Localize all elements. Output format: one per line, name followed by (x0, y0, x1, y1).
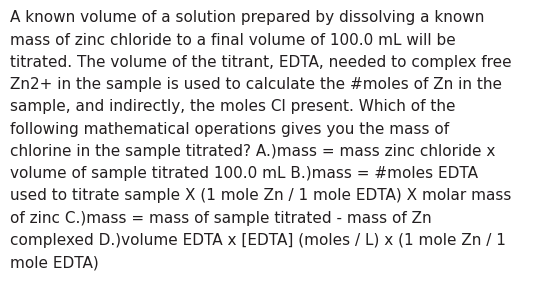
Text: titrated. The volume of the titrant, EDTA, needed to complex free: titrated. The volume of the titrant, EDT… (10, 55, 512, 70)
Text: mole EDTA): mole EDTA) (10, 255, 99, 270)
Text: volume of sample titrated 100.0 mL B.)mass = #moles EDTA: volume of sample titrated 100.0 mL B.)ma… (10, 166, 478, 181)
Text: Zn2+ in the sample is used to calculate the #moles of Zn in the: Zn2+ in the sample is used to calculate … (10, 77, 502, 92)
Text: complexed D.)volume EDTA x [EDTA] (moles / L) x (1 mole Zn / 1: complexed D.)volume EDTA x [EDTA] (moles… (10, 233, 506, 248)
Text: following mathematical operations gives you the mass of: following mathematical operations gives … (10, 122, 449, 137)
Text: A known volume of a solution prepared by dissolving a known: A known volume of a solution prepared by… (10, 10, 484, 25)
Text: used to titrate sample X (1 mole Zn / 1 mole EDTA) X molar mass: used to titrate sample X (1 mole Zn / 1 … (10, 188, 512, 203)
Text: chlorine in the sample titrated? A.)mass = mass zinc chloride x: chlorine in the sample titrated? A.)mass… (10, 144, 496, 159)
Text: sample, and indirectly, the moles Cl present. Which of the: sample, and indirectly, the moles Cl pre… (10, 99, 455, 114)
Text: mass of zinc chloride to a final volume of 100.0 mL will be: mass of zinc chloride to a final volume … (10, 33, 456, 47)
Text: of zinc C.)mass = mass of sample titrated - mass of Zn: of zinc C.)mass = mass of sample titrate… (10, 211, 432, 226)
